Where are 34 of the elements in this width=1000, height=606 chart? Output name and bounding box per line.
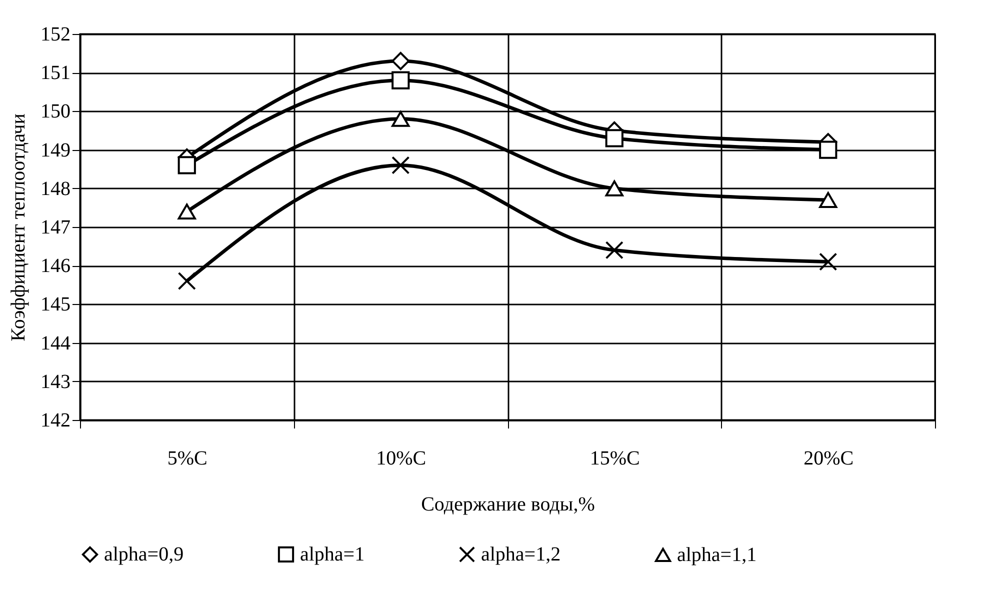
x-tick-label: 15%C (590, 448, 640, 470)
x-tick-label: 5%C (167, 448, 208, 470)
point (819, 140, 838, 159)
point (819, 192, 838, 208)
y-tick-label: 152 (40, 24, 70, 46)
y-tick-label: 142 (40, 410, 70, 432)
y-tick-label: 144 (40, 332, 70, 354)
y-tick-label: 146 (40, 255, 70, 278)
point (392, 52, 410, 70)
legend-label: alpha=1,2 (481, 543, 561, 566)
x-axis-title: Содержание воды,% (421, 494, 595, 516)
legend-label: alpha=1 (300, 543, 365, 566)
point (605, 180, 624, 196)
legend-label: alpha=1,1 (677, 544, 757, 566)
point (178, 272, 196, 290)
y-tick-label: 143 (40, 370, 70, 393)
x-tick-label: 20%C (804, 448, 854, 470)
x-tick-label: 10%C (376, 448, 426, 470)
point (392, 110, 410, 127)
y-tick-label: 149 (40, 139, 70, 162)
y-axis-title: Коэффициент теплоотдачи (8, 113, 30, 342)
legend-label: alpha=0,9 (104, 543, 184, 566)
point (178, 204, 196, 220)
point (605, 129, 624, 148)
y-tick-label: 150 (40, 100, 70, 123)
point (819, 252, 838, 271)
y-tick-label: 151 (40, 62, 70, 84)
point (605, 241, 624, 260)
point (392, 71, 410, 90)
y-tick-label: 147 (40, 216, 70, 238)
point (392, 156, 410, 174)
y-tick-label: 148 (40, 178, 70, 200)
y-tick-label: 145 (40, 294, 70, 316)
point (178, 156, 196, 174)
